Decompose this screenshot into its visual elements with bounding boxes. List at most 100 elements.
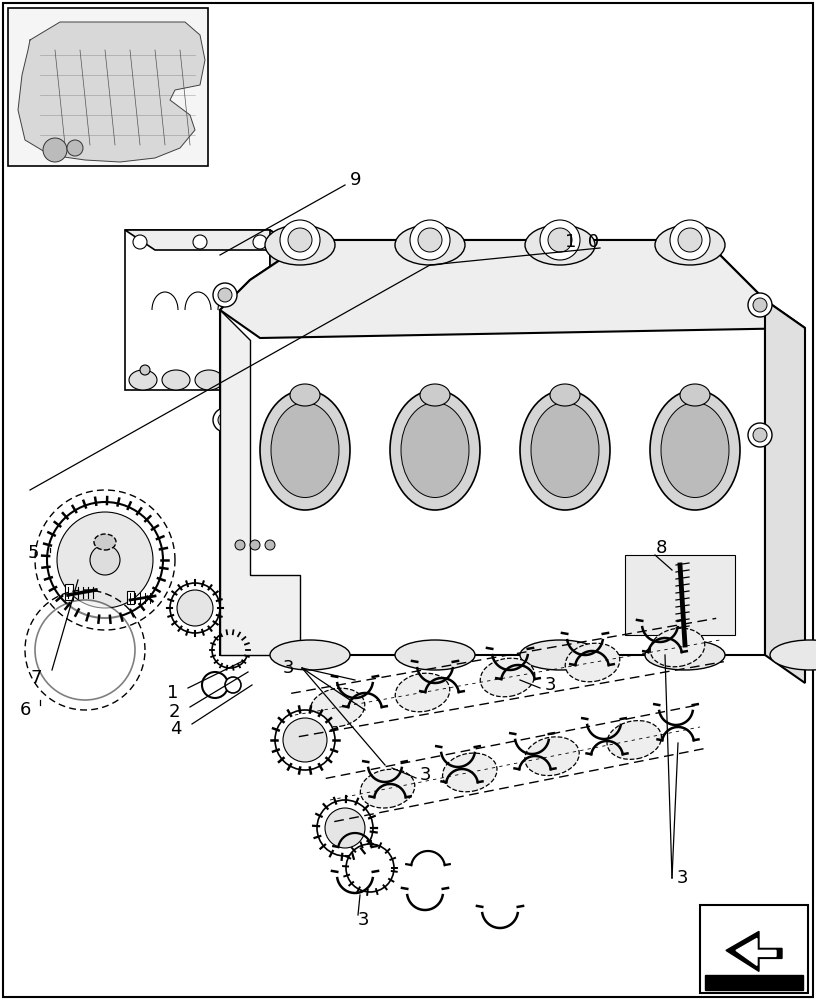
Bar	[65, 584, 73, 600]
Circle shape	[748, 293, 772, 317]
Text: 1  0: 1 0	[565, 233, 599, 251]
Circle shape	[218, 413, 232, 427]
Text: 1: 1	[166, 684, 178, 702]
Text: 3: 3	[358, 911, 370, 929]
Ellipse shape	[395, 225, 465, 265]
Ellipse shape	[520, 640, 600, 670]
Circle shape	[253, 235, 267, 249]
Ellipse shape	[129, 370, 157, 390]
Circle shape	[265, 540, 275, 550]
Ellipse shape	[94, 534, 116, 550]
Circle shape	[418, 228, 442, 252]
Ellipse shape	[228, 370, 256, 390]
Circle shape	[410, 220, 450, 260]
Ellipse shape	[525, 737, 579, 776]
Ellipse shape	[481, 658, 534, 697]
Circle shape	[202, 672, 228, 698]
Bar	[705, 975, 803, 990]
Circle shape	[213, 408, 237, 432]
Bar	[127, 591, 134, 604]
Circle shape	[177, 590, 213, 626]
Polygon shape	[220, 240, 765, 655]
Circle shape	[678, 228, 702, 252]
Ellipse shape	[680, 384, 710, 406]
Ellipse shape	[442, 753, 497, 792]
Text: 8: 8	[656, 539, 667, 557]
Circle shape	[748, 423, 772, 447]
Circle shape	[140, 365, 150, 375]
Text: 9: 9	[350, 171, 361, 189]
Polygon shape	[220, 310, 300, 655]
Text: 3: 3	[545, 676, 557, 694]
Ellipse shape	[420, 384, 450, 406]
Circle shape	[67, 140, 83, 156]
Ellipse shape	[770, 640, 816, 670]
Ellipse shape	[290, 384, 320, 406]
Circle shape	[57, 512, 153, 608]
Circle shape	[193, 235, 207, 249]
Circle shape	[43, 138, 67, 162]
Ellipse shape	[265, 225, 335, 265]
Ellipse shape	[260, 390, 350, 510]
Circle shape	[753, 428, 767, 442]
Circle shape	[212, 632, 248, 668]
Polygon shape	[220, 240, 805, 338]
Circle shape	[35, 600, 135, 700]
Ellipse shape	[395, 640, 475, 670]
Circle shape	[677, 640, 687, 650]
Ellipse shape	[655, 225, 725, 265]
Bar	[625, 555, 735, 635]
Bar	[8, 8, 208, 166]
Ellipse shape	[520, 390, 610, 510]
Circle shape	[133, 235, 147, 249]
Ellipse shape	[645, 640, 725, 670]
Polygon shape	[726, 931, 782, 971]
Ellipse shape	[271, 402, 339, 497]
Polygon shape	[125, 230, 300, 250]
Ellipse shape	[361, 769, 415, 808]
Circle shape	[548, 228, 572, 252]
Text: 5: 5	[28, 544, 39, 562]
Ellipse shape	[550, 384, 580, 406]
Ellipse shape	[661, 402, 729, 497]
Circle shape	[325, 808, 365, 848]
Circle shape	[288, 228, 312, 252]
Circle shape	[280, 220, 320, 260]
Text: 3: 3	[420, 766, 432, 784]
Circle shape	[317, 800, 373, 856]
Ellipse shape	[650, 390, 740, 510]
Ellipse shape	[390, 390, 480, 510]
Polygon shape	[125, 230, 270, 390]
Polygon shape	[270, 230, 300, 410]
Circle shape	[235, 540, 245, 550]
Ellipse shape	[310, 688, 365, 727]
Polygon shape	[736, 938, 776, 965]
Text: 4: 4	[171, 720, 182, 738]
Circle shape	[250, 540, 260, 550]
Polygon shape	[765, 300, 805, 683]
Ellipse shape	[401, 402, 469, 497]
Ellipse shape	[607, 721, 662, 759]
Circle shape	[245, 365, 255, 375]
Ellipse shape	[650, 628, 705, 667]
Circle shape	[283, 718, 327, 762]
Circle shape	[346, 844, 394, 892]
Text: 6: 6	[20, 701, 31, 719]
Ellipse shape	[565, 643, 620, 682]
Circle shape	[225, 677, 241, 693]
Polygon shape	[18, 22, 205, 162]
Text: 7: 7	[30, 669, 42, 687]
Circle shape	[170, 583, 220, 633]
Ellipse shape	[395, 673, 450, 712]
Circle shape	[47, 502, 163, 618]
Circle shape	[275, 710, 335, 770]
Circle shape	[540, 220, 580, 260]
Circle shape	[90, 545, 120, 575]
Circle shape	[753, 298, 767, 312]
Circle shape	[674, 637, 690, 653]
Circle shape	[218, 288, 232, 302]
Ellipse shape	[195, 370, 223, 390]
Bar	[700, 905, 808, 993]
Ellipse shape	[162, 370, 190, 390]
Ellipse shape	[531, 402, 599, 497]
